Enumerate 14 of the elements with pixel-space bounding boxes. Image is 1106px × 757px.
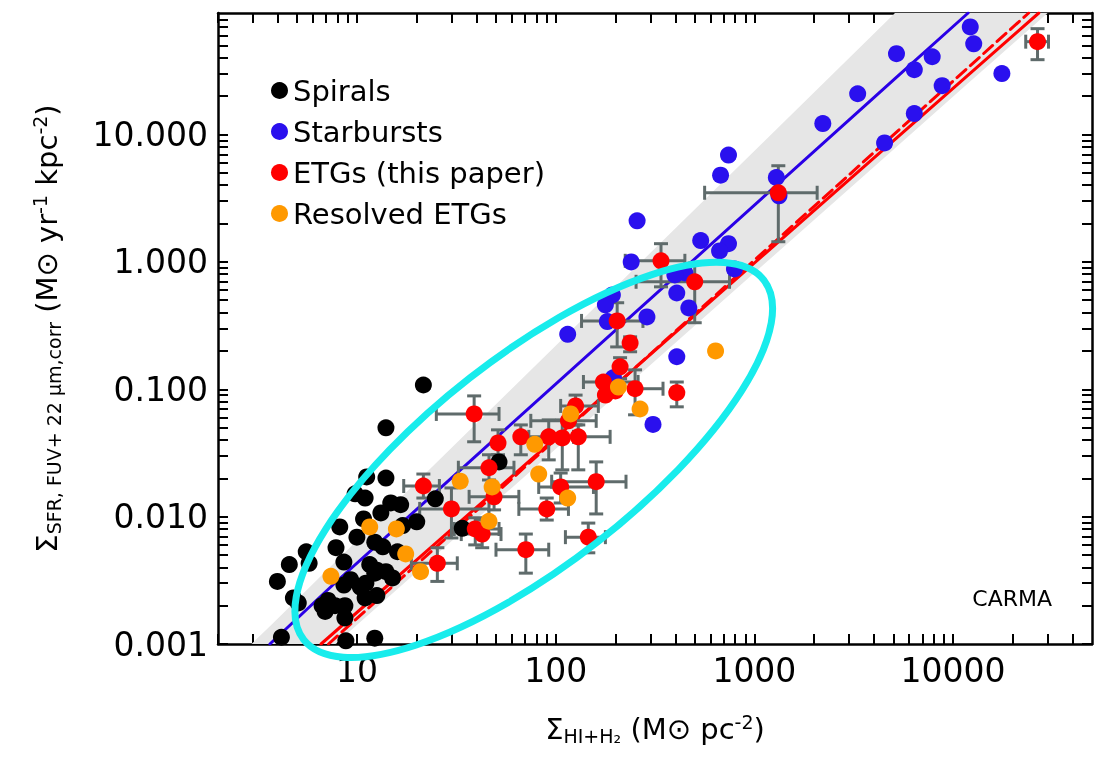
annotation: CARMA (972, 585, 1053, 611)
y-tick-label: 1.000 (113, 242, 208, 282)
legend-label: ETGs (this paper) (293, 155, 545, 190)
x-tick-label: 100 (524, 651, 588, 690)
x-tick-label: 10000 (900, 651, 1006, 690)
y-tick-label: 0.010 (113, 497, 208, 537)
y-tick-label: 0.100 (113, 369, 208, 409)
legend-label: Resolved ETGs (293, 196, 507, 231)
x-tick-label: 1000 (712, 651, 797, 690)
legend-label: Spirals (293, 73, 391, 108)
y-tick-label: 10.000 (92, 115, 208, 155)
y-tick-label: 0.001 (113, 624, 208, 664)
legend-label: Starbursts (293, 114, 443, 149)
y-axis-title: ΣSFR, FUV+ 22 μm,corr (M⊙ yr-1 kpc-2) (28, 104, 65, 553)
